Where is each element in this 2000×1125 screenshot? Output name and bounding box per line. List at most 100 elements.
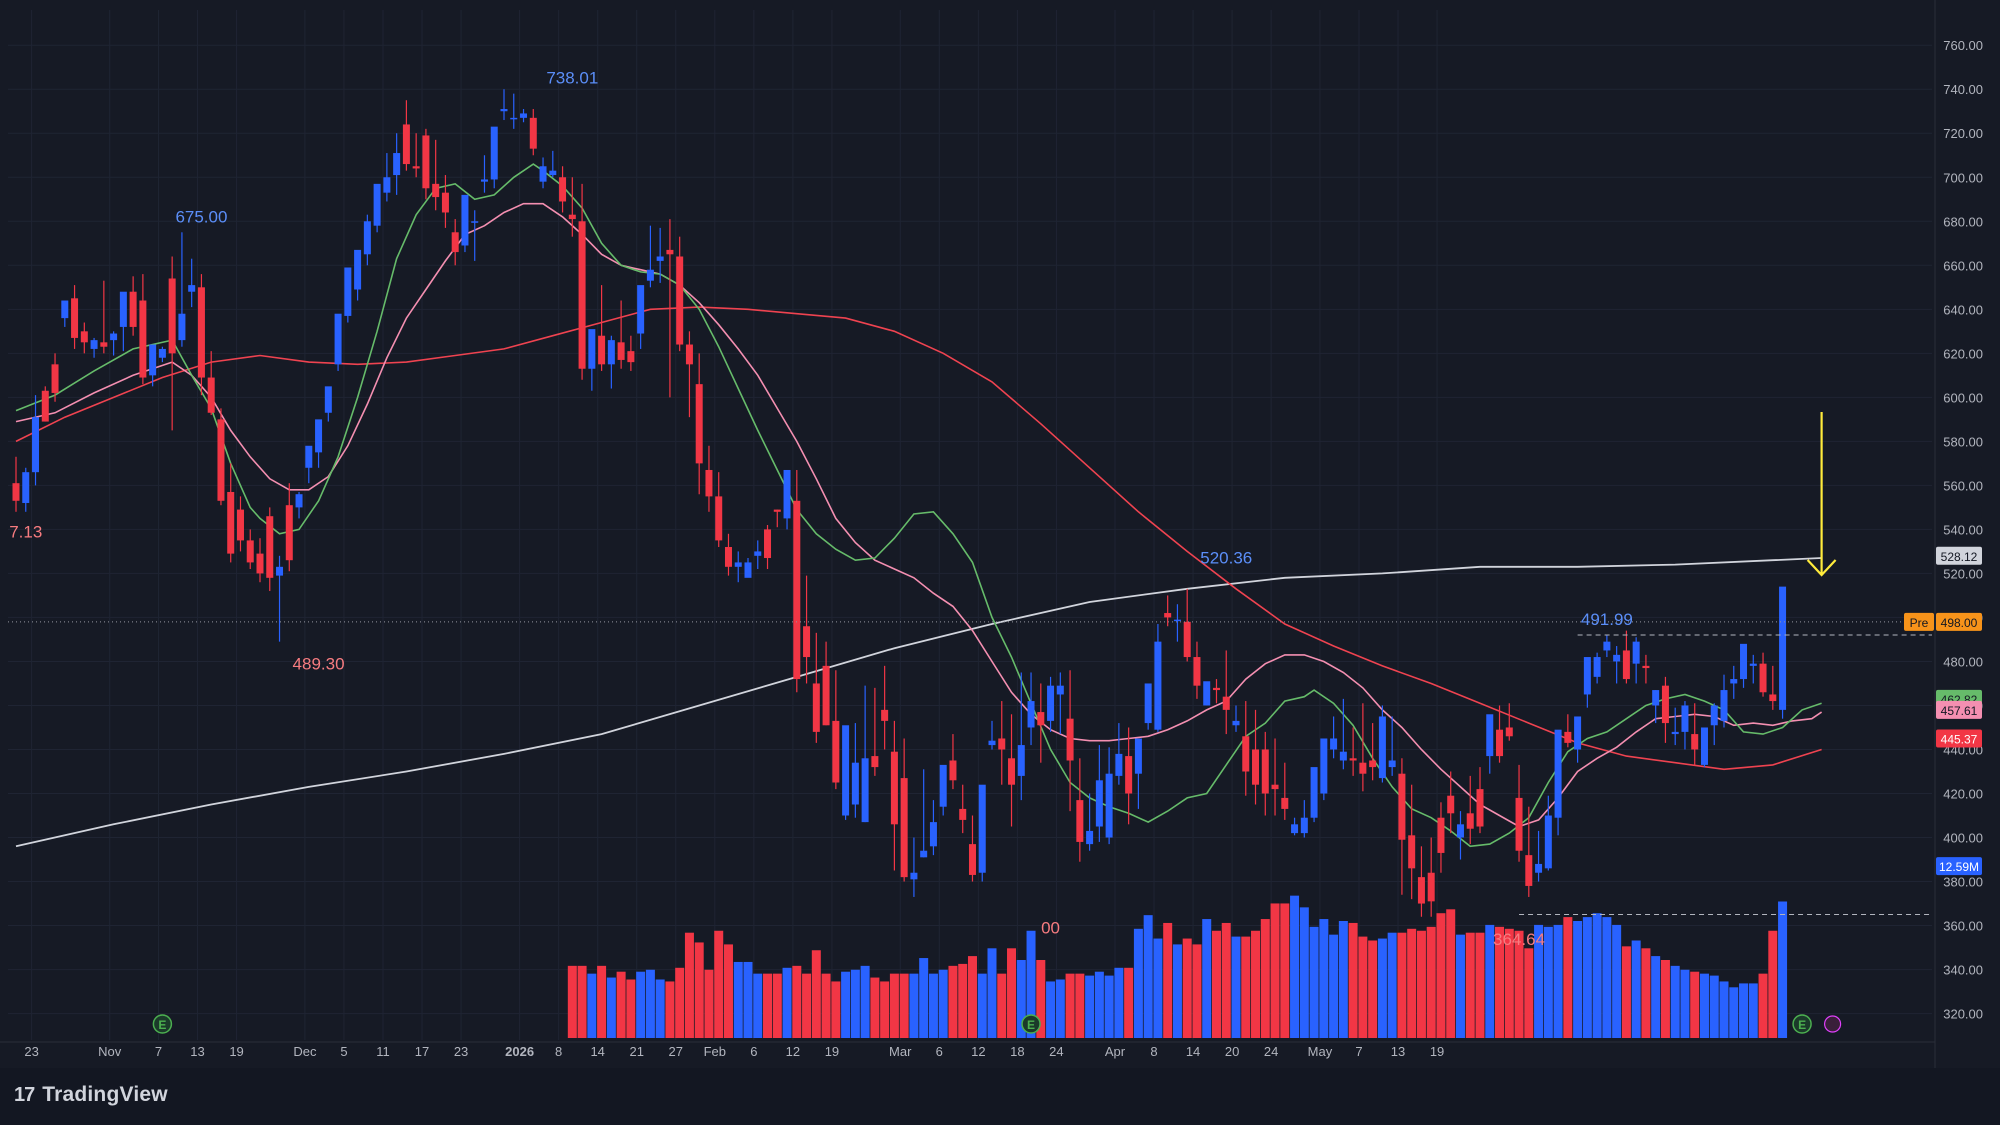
candle-body bbox=[676, 256, 684, 345]
volume-bar bbox=[1319, 919, 1329, 1038]
volume-bar bbox=[743, 961, 753, 1038]
candle-body bbox=[295, 494, 303, 508]
volume-bar bbox=[1514, 930, 1524, 1038]
candle-body bbox=[100, 342, 108, 347]
candle-body bbox=[471, 221, 479, 223]
time-axis-label: 11 bbox=[376, 1044, 390, 1059]
candle-body bbox=[1017, 745, 1025, 776]
price-tag bbox=[1936, 700, 1982, 719]
candle-body bbox=[1476, 789, 1484, 827]
time-axis-label: 2026 bbox=[505, 1044, 534, 1059]
volume-bar bbox=[723, 944, 733, 1038]
candle-body bbox=[1076, 800, 1084, 842]
candle-body bbox=[266, 516, 274, 578]
volume-bar bbox=[1104, 975, 1114, 1038]
volume-bar bbox=[802, 973, 812, 1038]
price-axis-label: 320.00 bbox=[1943, 1007, 1983, 1022]
volume-bar bbox=[1348, 922, 1358, 1038]
candle-body bbox=[598, 335, 606, 365]
candle-body bbox=[1720, 690, 1728, 721]
candle-body bbox=[1554, 729, 1562, 818]
volume-bar bbox=[1075, 973, 1085, 1038]
volume-bar bbox=[860, 965, 870, 1038]
volume-bar bbox=[1768, 930, 1778, 1038]
candle-body bbox=[129, 291, 137, 327]
candle-body bbox=[861, 758, 869, 823]
candle-body bbox=[1232, 720, 1240, 726]
candle-body bbox=[803, 626, 811, 658]
volume-bar bbox=[1758, 973, 1768, 1038]
price-tag-label: 445.37 bbox=[1941, 732, 1978, 746]
price-annotation: 675.00 bbox=[175, 207, 227, 226]
candle-body bbox=[637, 285, 645, 334]
candle-body bbox=[1779, 586, 1787, 710]
candle-body bbox=[1427, 872, 1435, 902]
tradingview-logo[interactable]: 17 TradingView bbox=[14, 1082, 168, 1108]
candle-body bbox=[1281, 797, 1289, 809]
price-annotation: 00 bbox=[1041, 919, 1060, 938]
volume-bar bbox=[1221, 922, 1231, 1038]
candle-body bbox=[1525, 855, 1533, 886]
candle-body bbox=[1535, 863, 1543, 873]
price-axis-label: 620.00 bbox=[1943, 346, 1983, 361]
candle-body bbox=[71, 298, 79, 338]
candle-body bbox=[1544, 815, 1552, 869]
volume-bar bbox=[1407, 928, 1417, 1038]
price-annotation: 489.30 bbox=[293, 655, 345, 674]
candle-body bbox=[1320, 738, 1328, 794]
price-axis-label: 720.00 bbox=[1943, 126, 1983, 141]
price-axis-label: 560.00 bbox=[1943, 478, 1983, 493]
volume-bar bbox=[1231, 936, 1241, 1038]
volume-bar bbox=[928, 973, 938, 1038]
volume-bar bbox=[1729, 987, 1739, 1038]
candle-body bbox=[1613, 654, 1621, 662]
time-axis-label: 23 bbox=[24, 1044, 38, 1059]
time-axis-label: 19 bbox=[1430, 1044, 1444, 1059]
candle-body bbox=[1574, 716, 1582, 750]
time-axis-label: 23 bbox=[454, 1044, 468, 1059]
candle-body bbox=[480, 179, 488, 182]
time-axis-label: Apr bbox=[1105, 1044, 1126, 1059]
candle-body bbox=[529, 117, 537, 149]
candle-body bbox=[422, 135, 430, 189]
candle-body bbox=[32, 417, 40, 473]
price-axis-label: 420.00 bbox=[1943, 787, 1983, 802]
candle-body bbox=[1183, 621, 1191, 658]
candle-body bbox=[178, 313, 186, 341]
volume-bar bbox=[577, 965, 587, 1038]
candle-body bbox=[1242, 736, 1250, 772]
candle-body bbox=[1037, 712, 1045, 726]
price-axis-label: 640.00 bbox=[1943, 302, 1983, 317]
time-axis-label: 14 bbox=[590, 1044, 604, 1059]
candle-body bbox=[959, 808, 967, 820]
volume-bar bbox=[1211, 930, 1221, 1038]
candle-body bbox=[1349, 758, 1357, 761]
candle-body bbox=[1681, 705, 1689, 732]
volume-bar bbox=[733, 961, 743, 1038]
volume-bar bbox=[1485, 924, 1495, 1038]
volume-bar bbox=[1612, 924, 1622, 1038]
candle-body bbox=[1086, 830, 1094, 845]
candle-body bbox=[520, 113, 528, 118]
volume-bar bbox=[841, 971, 851, 1038]
volume-bar bbox=[1182, 938, 1192, 1038]
volume-bar bbox=[958, 963, 968, 1038]
volume-bar bbox=[587, 973, 597, 1038]
candle-body bbox=[929, 822, 937, 847]
candle-body bbox=[1583, 657, 1591, 695]
volume-bar bbox=[850, 969, 860, 1038]
candle-body bbox=[90, 340, 98, 349]
candle-body bbox=[549, 170, 557, 176]
volume-bar bbox=[1621, 946, 1631, 1038]
price-axis-label: 520.00 bbox=[1943, 566, 1983, 581]
volume-bar bbox=[714, 930, 724, 1038]
volume-bar bbox=[704, 969, 714, 1038]
volume-bar bbox=[1377, 938, 1387, 1038]
volume-bar bbox=[782, 967, 792, 1038]
volume-bar bbox=[1524, 948, 1534, 1038]
time-axis-label: 13 bbox=[1391, 1044, 1405, 1059]
candle-body bbox=[256, 553, 264, 574]
price-chart[interactable]: 738.01 675.00 489.30 520.36 491.99 364.64 7.13… bbox=[0, 0, 2000, 1068]
volume-bar bbox=[1592, 913, 1602, 1038]
